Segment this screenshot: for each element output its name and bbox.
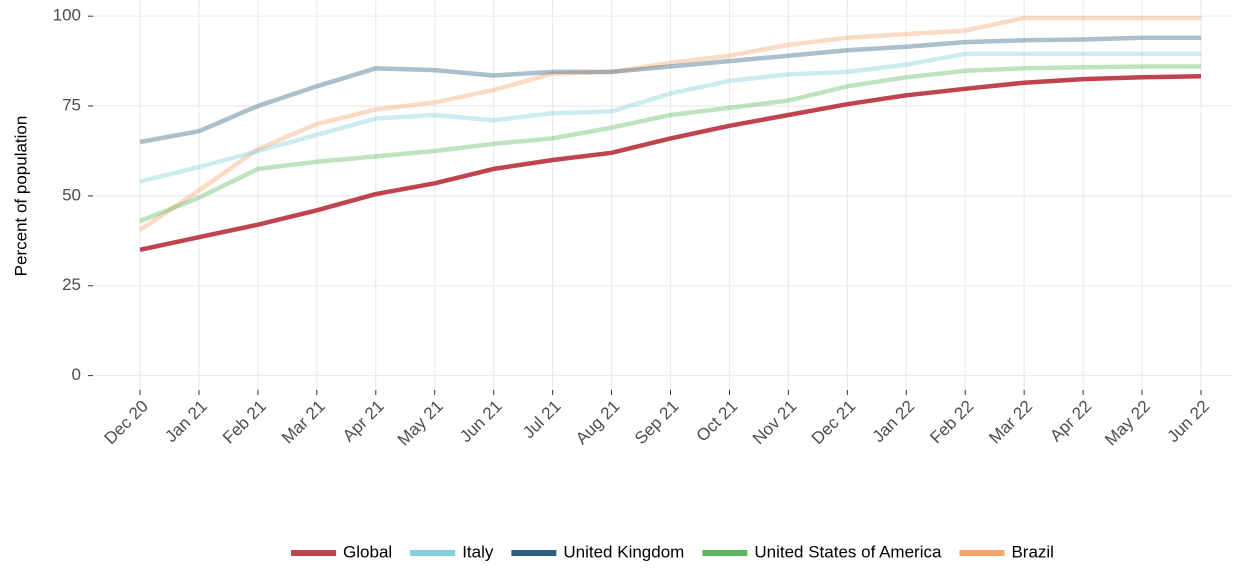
x-tick-label: Nov 21: [749, 397, 801, 449]
x-tick-label: May 21: [394, 397, 447, 450]
x-tick-label: Dec 20: [100, 397, 152, 449]
legend: Global Italy United Kingdom United States o…: [291, 542, 1054, 561]
y-tick-label: 50: [62, 185, 81, 204]
x-tick-label: Feb 21: [219, 397, 270, 448]
series-line: [139, 51, 1201, 184]
x-tick-label: Jan 22: [869, 397, 919, 447]
x-tick-label: Apr 21: [339, 397, 388, 446]
x-tick-label: Aug 21: [572, 397, 624, 449]
x-tick-label: Dec 21: [808, 397, 860, 449]
y-axis-label: Percent of population: [11, 116, 30, 277]
x-tick-label: Oct 21: [693, 397, 742, 446]
x-tick-label: Jul 21: [519, 397, 565, 443]
x-tick-label: May 22: [1101, 397, 1154, 450]
y-tick-label: 25: [62, 275, 81, 294]
x-tick-label: Sep 21: [631, 397, 683, 449]
legend-label: Italy: [462, 542, 494, 561]
legend-label: United Kingdom: [563, 542, 684, 561]
grid: [93, 0, 1232, 390]
legend-label: United States of America: [754, 542, 942, 561]
x-tick-label: Mar 22: [985, 397, 1036, 448]
series-line: [139, 73, 1202, 253]
x-tick-label: Jun 21: [456, 397, 506, 447]
x-tick-label: Jan 21: [161, 397, 211, 447]
x-tick-label: Apr 22: [1046, 397, 1095, 446]
series-line: [139, 64, 1201, 224]
legend-label: Global: [343, 542, 392, 561]
x-tick-label: Jun 22: [1163, 397, 1213, 447]
legend-label: Brazil: [1011, 542, 1054, 561]
series-line: [138, 15, 1201, 232]
series-line: [139, 35, 1201, 145]
x-tick-label: Feb 22: [926, 397, 977, 448]
y-tick-label: 0: [72, 365, 81, 384]
y-tick-label: 100: [53, 6, 81, 25]
x-tick-label: Mar 21: [278, 397, 329, 448]
y-tick-label: 75: [62, 96, 81, 115]
